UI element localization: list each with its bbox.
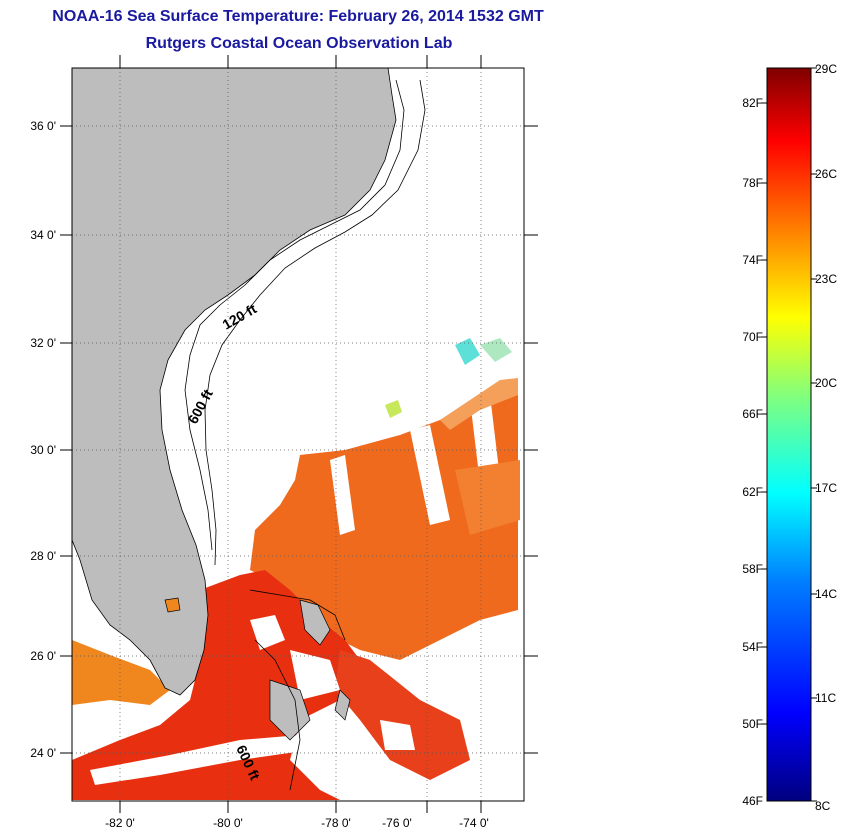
sst-data-layer bbox=[72, 338, 520, 800]
lon-label-76: -76 0' bbox=[382, 816, 412, 830]
colorbar-c-label: 17C bbox=[815, 481, 837, 495]
colorbar-c-label: 20C bbox=[815, 376, 837, 390]
colorbar-f-label: 62F bbox=[742, 485, 763, 499]
colorbar-c-label: 26C bbox=[815, 167, 837, 181]
map-border bbox=[71, 67, 525, 802]
lat-label-36: 36 0' bbox=[30, 119, 56, 133]
lat-label-30: 30 0' bbox=[30, 443, 56, 457]
colorbar-f-label: 82F bbox=[742, 96, 763, 110]
depth-contours bbox=[184, 79, 426, 791]
colorbar-c-label: 14C bbox=[815, 587, 837, 601]
lat-label-24: 24 0' bbox=[30, 746, 56, 760]
map-grid bbox=[72, 68, 524, 801]
colorbar-f-label: 58F bbox=[742, 562, 763, 576]
lat-label-26: 26 0' bbox=[30, 649, 56, 663]
lon-label-82: -82 0' bbox=[105, 816, 135, 830]
lat-label-32: 32 0' bbox=[30, 336, 56, 350]
colorbar-gradient bbox=[766, 67, 812, 802]
lat-label-34: 34 0' bbox=[30, 228, 56, 242]
colorbar-f-label: 50F bbox=[742, 717, 763, 731]
colorbar-c-label: 29C bbox=[815, 62, 837, 76]
colorbar-c-label: 11C bbox=[815, 691, 836, 705]
lon-label-78: -78 0' bbox=[321, 816, 351, 830]
colorbar-f-label: 46F bbox=[742, 794, 763, 808]
land-mass bbox=[72, 68, 397, 696]
colorbar-f-label: 54F bbox=[742, 640, 763, 654]
lon-label-74: -74 0' bbox=[459, 816, 489, 830]
colorbar: 82F 78F 74F 70F 66F 62F 58F 54F 50F 46F … bbox=[742, 62, 837, 813]
colorbar-f-label: 70F bbox=[742, 330, 763, 344]
lat-label-28: 28 0' bbox=[30, 549, 56, 563]
axis-ticks bbox=[60, 55, 538, 813]
lon-label-80: -80 0' bbox=[213, 816, 243, 830]
colorbar-c-label: 23C bbox=[815, 272, 837, 286]
map-subtitle: Rutgers Coastal Ocean Observation Lab bbox=[145, 35, 453, 52]
colorbar-f-label: 74F bbox=[742, 253, 763, 267]
map-title: NOAA-16 Sea Surface Temperature: Februar… bbox=[52, 8, 544, 25]
colorbar-f-label: 78F bbox=[742, 176, 763, 190]
islands bbox=[164, 597, 351, 741]
colorbar-c-label: 8C bbox=[815, 799, 831, 813]
colorbar-f-label: 66F bbox=[742, 407, 763, 421]
